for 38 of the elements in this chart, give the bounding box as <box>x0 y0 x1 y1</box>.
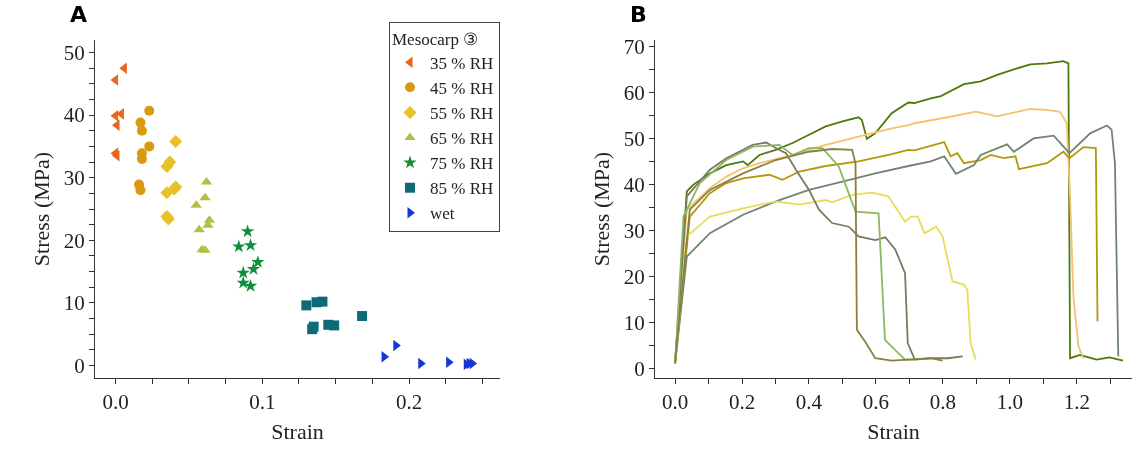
x-axis-title: Strain <box>271 419 324 445</box>
legend-label: 35 % RH <box>430 53 494 73</box>
y-tick-label: 20 <box>63 228 85 253</box>
y-tick-label: 0 <box>74 353 85 378</box>
legend-label: 75 % RH <box>430 154 494 174</box>
y-tick-label: 20 <box>623 265 645 290</box>
legend-label: wet <box>430 204 455 224</box>
y-tick-label: 10 <box>623 311 645 336</box>
legend-label: 45 % RH <box>430 78 494 98</box>
y-tick-label: 40 <box>63 103 85 128</box>
x-tick-label: 0.2 <box>395 390 423 415</box>
x-tick-label: 0.1 <box>249 390 276 415</box>
x-tick-label: 0.0 <box>102 390 129 415</box>
y-tick-label: 30 <box>623 219 645 244</box>
legend-title: Mesocarp ③ <box>392 29 479 49</box>
legend-label: 85 % RH <box>430 179 494 199</box>
y-tick-label: 30 <box>63 166 85 191</box>
text: A <box>70 2 88 27</box>
y-tick-label: 40 <box>623 173 645 198</box>
y-axis-title: Stress (MPa) <box>588 151 614 267</box>
y-tick-label: 10 <box>63 291 85 316</box>
x-tick-label: 0.0 <box>661 390 689 415</box>
y-tick-label: 50 <box>623 127 645 152</box>
x-axis-title: Strain <box>867 419 920 445</box>
y-axis-title: Stress (MPa) <box>28 151 54 267</box>
x-tick-label: 0.6 <box>862 390 890 415</box>
legend-label: 65 % RH <box>430 129 494 149</box>
x-tick-label: 1.0 <box>996 390 1023 415</box>
x-tick-label: 0.4 <box>795 390 823 415</box>
y-tick-label: 70 <box>623 35 645 60</box>
text: B <box>630 2 647 27</box>
y-tick-label: 0 <box>634 357 645 382</box>
x-tick-label: 0.2 <box>728 390 756 415</box>
y-tick-label: 60 <box>623 81 645 106</box>
x-tick-label: 0.8 <box>929 390 956 415</box>
legend-label: 55 % RH <box>430 104 494 124</box>
y-tick-label: 50 <box>63 40 85 65</box>
x-tick-label: 1.2 <box>1063 390 1090 415</box>
